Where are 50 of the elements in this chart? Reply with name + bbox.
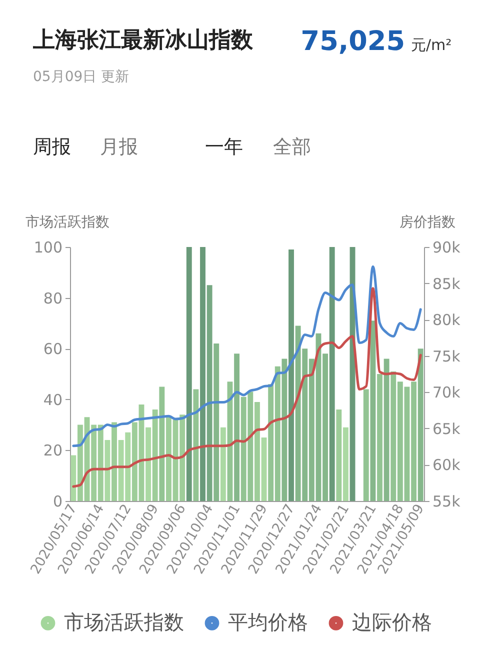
text: 元/m² (411, 36, 452, 54)
y-tick-label: 80 (43, 289, 62, 308)
y-tick-label: 60 (43, 340, 62, 358)
chart-title: 上海张江最新冰山指数 (32, 27, 254, 53)
bar (370, 320, 376, 501)
y2-tick-label: 65k (432, 420, 461, 438)
y2-tick-label: 55k (432, 492, 461, 510)
line-series (72, 287, 422, 488)
bar (384, 358, 390, 501)
y-axis-title: 市场活跃指数 (26, 214, 110, 230)
bar (418, 348, 424, 501)
bar (193, 389, 199, 501)
bar (200, 247, 206, 501)
bar (329, 247, 335, 501)
text: 全部 (273, 136, 311, 158)
y-tick-label: 20 (43, 442, 62, 460)
bar (282, 358, 288, 501)
text: 75,025 (300, 26, 405, 57)
bar (104, 440, 110, 501)
legend-label: 市场活跃指数 (64, 610, 184, 634)
text: 月报 (100, 136, 138, 158)
legend-label: 平均价格 (228, 610, 308, 634)
bar (342, 427, 348, 501)
bar (336, 410, 342, 501)
y2-tick-label: 60k (432, 456, 461, 474)
bar (186, 247, 192, 501)
bar (288, 250, 294, 501)
text: 一年 (205, 136, 243, 158)
y2-tick-label: 85k (432, 274, 461, 293)
legend-label: 边际价格 (352, 610, 432, 634)
bar (377, 374, 382, 501)
y2-axis-title: 房价指数 (400, 214, 456, 230)
bar (206, 285, 212, 501)
y2-tick-label: 75k (432, 347, 461, 366)
bar (70, 455, 76, 501)
bar (146, 427, 152, 501)
y-tick-label: 40 (43, 390, 62, 409)
line-series (72, 265, 422, 448)
y2-tick-label: 80k (432, 311, 461, 330)
y-tick-label: 100 (34, 238, 62, 256)
bar (261, 438, 267, 501)
y2-tick-label: 70k (432, 384, 461, 402)
bar (234, 354, 240, 501)
bar (363, 389, 369, 501)
chart-subtitle: 05月09日 更新 (33, 69, 130, 85)
y2-tick-label: 90k (432, 238, 461, 256)
bar (220, 427, 226, 501)
bar (112, 422, 117, 501)
bar (214, 344, 220, 501)
text: 周报 (33, 136, 71, 158)
